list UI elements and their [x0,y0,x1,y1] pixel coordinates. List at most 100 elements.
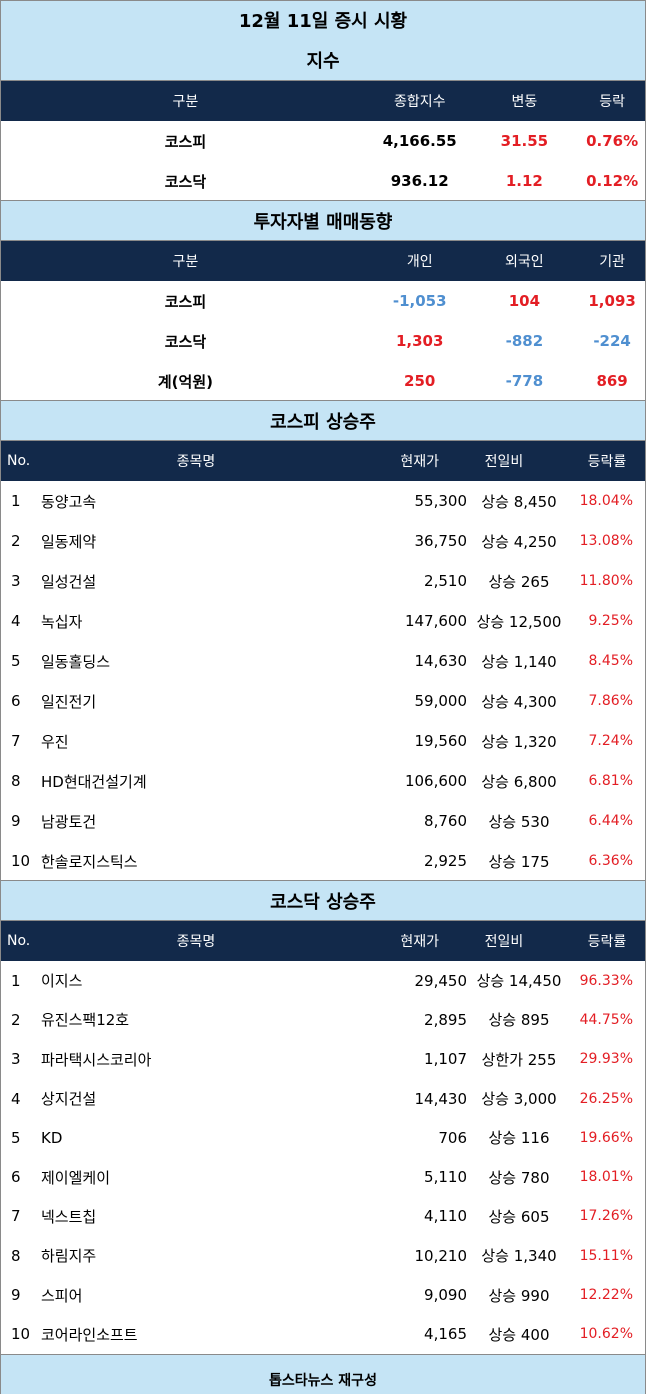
kospi-table-body: 1 동양고속 55,300 상승 8,450 18.04% 2 일동제약 36,750 상승 4… [1,481,645,881]
stock-row: 9 스피어 9,090 상승 990 12.22% [1,1275,645,1314]
investor-row-name: 코스닥 [164,332,207,351]
stock-change: 상승 895 [488,1011,550,1030]
index-col-rate: 등락 [599,94,625,110]
investor-col-individual: 개인 [406,254,433,270]
stock-name: 유진스팩12호 [41,1011,130,1030]
investor-row-foreign: 104 [508,292,541,310]
stock-rate: 18.04% [579,493,633,509]
stock-price: 10,210 [414,1246,468,1265]
stock-row: 8 HD현대건설기계 106,600 상승 6,800 6.81% [1,761,645,801]
stock-name: KD [41,1128,63,1147]
stock-no: 2 [11,532,21,550]
stock-rate: 7.24% [588,733,633,749]
stock-name: 한솔로지스틱스 [41,852,138,871]
stock-no: 8 [11,772,21,790]
index-row-name: 코스닥 [164,172,207,191]
stock-change: 상승 14,450 [476,972,562,991]
stock-change: 상승 1,320 [481,732,557,751]
stock-row: 1 동양고속 55,300 상승 8,450 18.04% [1,481,645,521]
stock-change: 상승 1,340 [481,1247,557,1266]
stock-price: 29,450 [414,971,468,990]
kosdaq-header-row: No. 종목명 현재가 전일비 등락률 [1,921,645,961]
kospi-col-rate: 등락률 [587,454,627,470]
investor-row-institution: 1,093 [588,292,636,310]
stock-row: 2 유진스팩12호 2,895 상승 895 44.75% [1,1000,645,1039]
stock-price: 9,090 [424,1286,467,1305]
stock-rate: 12.22% [579,1287,633,1304]
investor-row-foreign: -882 [505,332,544,350]
stock-price: 14,430 [414,1089,468,1108]
stock-no: 10 [11,852,31,870]
stock-row: 8 하림지주 10,210 상승 1,340 15.11% [1,1236,645,1275]
kospi-col-change: 전일비 [484,454,524,470]
stock-no: 1 [11,492,21,510]
stock-name: 남광토건 [41,812,97,831]
stock-change: 상승 3,000 [481,1090,557,1109]
index-row-change: 31.55 [500,132,549,150]
stock-change: 상승 116 [488,1129,550,1148]
stock-change: 상승 780 [488,1168,550,1187]
stock-name: 녹십자 [41,612,83,631]
stock-change: 상승 990 [488,1286,550,1305]
stock-change: 상승 265 [488,572,550,591]
stock-row: 5 일동홀딩스 14,630 상승 1,140 8.45% [1,641,645,681]
investor-header-row: 구분 개인 외국인 기관 [1,241,645,281]
stock-change: 상한가 255 [481,1050,557,1069]
stock-change: 상승 12,500 [476,612,562,631]
index-col-category: 구분 [172,94,199,110]
kosdaq-gainers-section: 코스닥 상승주 No. 종목명 현재가 전일비 등락률 1 이지스 29,450 상승… [1,881,645,1354]
stock-rate: 18.01% [579,1169,633,1186]
kospi-gainers-heading: 코스피 상승주 [1,401,645,441]
page-title: 12월 11일 증시 시황 [1,1,645,39]
stock-name: 일진전기 [41,692,97,711]
investor-col-institution: 기관 [599,254,625,270]
stock-price: 4,165 [424,1325,467,1344]
stock-no: 8 [11,1246,21,1265]
stock-no: 3 [11,1050,21,1069]
investor-row-institution: -224 [593,332,631,350]
stock-name: 일동제약 [41,532,97,551]
investor-row: 코스닥 1,303 -882 -224 [1,321,645,361]
stock-price: 106,600 [404,772,467,790]
investor-col-category: 구분 [172,254,199,270]
index-col-change: 변동 [511,94,538,110]
stock-row: 5 KD 706 상승 116 19.66% [1,1118,645,1157]
stock-change: 상승 4,250 [481,532,557,551]
stock-row: 10 한솔로지스틱스 2,925 상승 175 6.36% [1,841,645,881]
stock-row: 2 일동제약 36,750 상승 4,250 13.08% [1,521,645,561]
stock-price: 5,110 [424,1168,467,1187]
stock-row: 7 넥스트칩 4,110 상승 605 17.26% [1,1197,645,1236]
stock-rate: 10.62% [579,1326,633,1343]
kosdaq-col-rate: 등락률 [587,934,627,950]
stock-no: 5 [11,1128,21,1147]
kosdaq-gainers-heading: 코스닥 상승주 [1,881,645,921]
kosdaq-col-change: 전일비 [484,934,524,950]
stock-rate: 44.75% [579,1011,633,1028]
index-row-name: 코스피 [164,132,207,151]
stock-rate: 8.45% [588,653,633,669]
investor-row-name: 코스피 [164,292,207,311]
investor-section: 투자자별 매매동향 구분 개인 외국인 기관 코스피 -1,053 104 1,093… [1,201,645,401]
stock-price: 147,600 [404,612,467,630]
stock-price: 19,560 [414,732,468,750]
index-row: 코스닥 936.12 1.12 0.12% [1,161,645,201]
stock-name: 넥스트칩 [41,1207,97,1226]
stock-name: 동양고속 [41,492,97,511]
stock-price: 59,000 [414,692,468,710]
stock-row: 3 일성건설 2,510 상승 265 11.80% [1,561,645,601]
index-heading: 지수 [1,39,645,81]
stock-name: 파라택시스코리아 [41,1050,152,1069]
investor-row-individual: 1,303 [395,332,444,350]
stock-name: HD현대건설기계 [41,772,147,791]
stock-rate: 6.44% [588,813,633,829]
stock-no: 5 [11,652,21,670]
stock-price: 2,895 [424,1010,467,1029]
stock-rate: 11.80% [579,573,633,589]
kosdaq-col-name: 종목명 [176,934,216,950]
index-col-value: 종합지수 [393,94,446,110]
stock-row: 3 파라택시스코리아 1,107 상한가 255 29.93% [1,1040,645,1079]
stock-name: 이지스 [41,972,83,991]
index-row: 코스피 4,166.55 31.55 0.76% [1,121,645,161]
kospi-col-price: 현재가 [400,454,439,470]
